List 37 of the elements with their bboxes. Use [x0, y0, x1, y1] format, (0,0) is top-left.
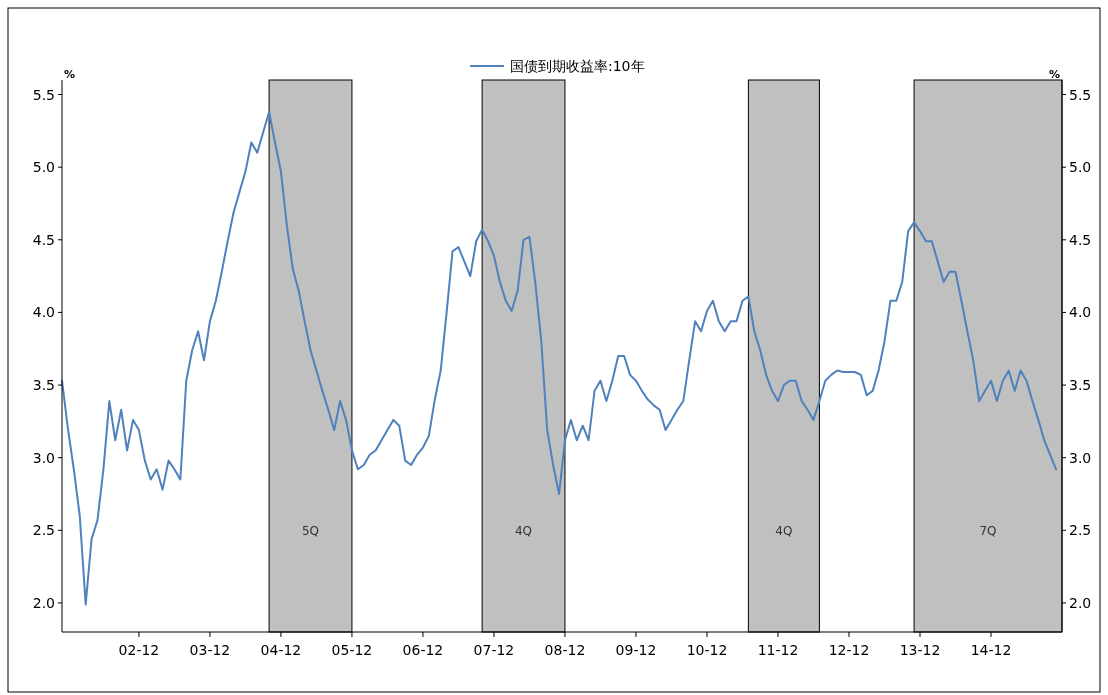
x-tick-label: 13-12 — [899, 642, 941, 658]
x-tick-label: 02-12 — [118, 642, 160, 658]
y-tick-label: 4.0 — [32, 304, 55, 321]
band-label: 4Q — [775, 524, 793, 539]
legend-label: 国债到期收益率:10年 — [510, 58, 645, 74]
y2-tick-label: 2.5 — [1069, 522, 1092, 539]
x-tick-label: 03-12 — [189, 642, 231, 658]
y2-tick-label: 5.5 — [1069, 86, 1092, 103]
band-label: 4Q — [514, 524, 533, 539]
x-tick-label: 11-12 — [757, 642, 799, 658]
y2-tick-label: 3.0 — [1069, 449, 1092, 466]
x-tick-label: 04-12 — [260, 642, 302, 658]
line-series — [61, 110, 1058, 606]
y2-tick-label: 5.0 — [1069, 159, 1092, 176]
y2-tick-label: 2.0 — [1069, 594, 1092, 611]
x-tick-label: 10-12 — [686, 642, 728, 658]
x-tick-label: 12-12 — [828, 642, 870, 658]
y-tick-label: 2.0 — [32, 594, 55, 611]
y-axis-title: % — [64, 68, 76, 81]
y2-tick-label: 4.5 — [1069, 231, 1092, 248]
x-tick-label: 07-12 — [473, 642, 515, 658]
x-tick-label: 14-12 — [970, 642, 1012, 658]
y2-axis-title: % — [1048, 68, 1060, 81]
x-tick-label: 09-12 — [615, 642, 657, 658]
y2-tick-label: 4.0 — [1069, 304, 1092, 321]
x-tick-label: 06-12 — [402, 642, 444, 658]
y-tick-label: 4.5 — [32, 231, 55, 248]
y-tick-label: 5.0 — [32, 159, 55, 176]
y-tick-label: 3.0 — [32, 449, 55, 466]
band-label: 7Q — [979, 524, 997, 539]
band-label: 5Q — [301, 524, 320, 539]
y-tick-label: 2.5 — [32, 522, 55, 539]
y2-tick-label: 3.5 — [1069, 377, 1092, 394]
x-tick-label: 05-12 — [331, 642, 373, 658]
y-tick-label: 5.5 — [32, 86, 55, 103]
y-tick-label: 3.5 — [32, 377, 55, 394]
x-tick-label: 08-12 — [544, 642, 586, 658]
